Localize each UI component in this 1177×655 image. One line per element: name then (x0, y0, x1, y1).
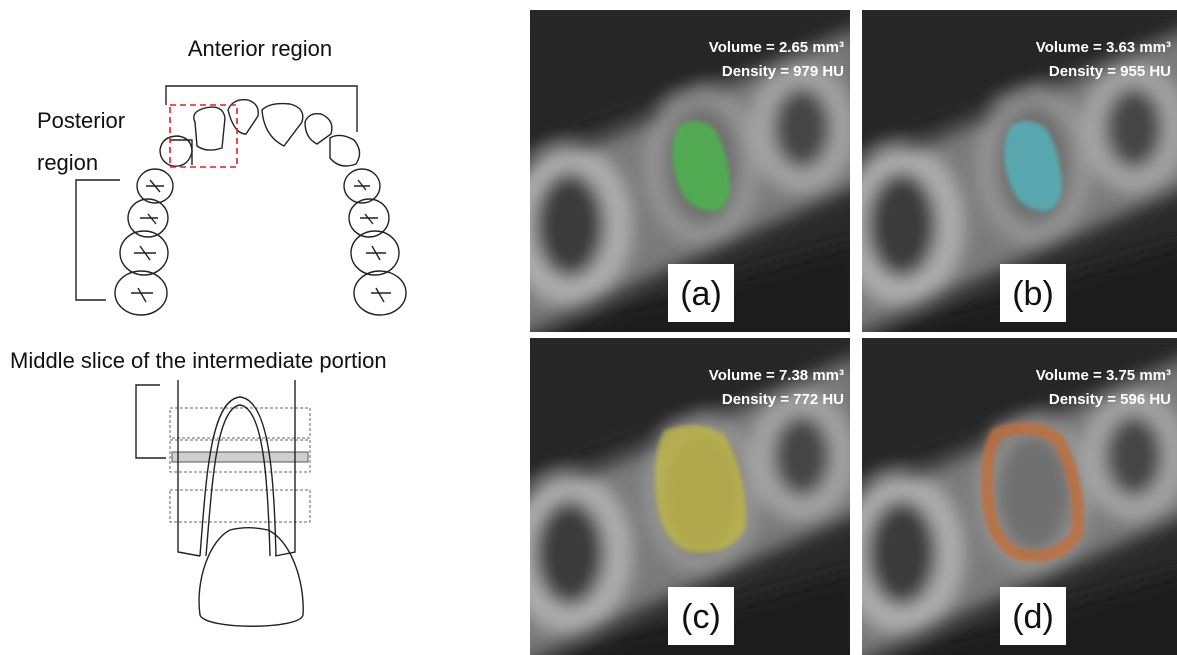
volume-text: Volume = 7.38 mm³ (709, 367, 844, 384)
anterior-label: Anterior region (188, 36, 332, 61)
ct-panel: Volume = 3.75 mm³ Density = 596 HU (d) (842, 338, 1177, 655)
slice-label: Middle slice of the intermediate portion (10, 348, 387, 373)
density-text: Density = 596 HU (1049, 391, 1171, 408)
posterior-label: Posterior (37, 108, 125, 133)
volume-text: Volume = 3.63 mm³ (1036, 39, 1171, 56)
density-text: Density = 979 HU (722, 63, 844, 80)
ct-panel: Volume = 3.63 mm³ Density = 955 HU (b) (842, 10, 1177, 352)
arch-diagram: Anterior region Posterior region (37, 36, 406, 315)
volume-text: Volume = 3.75 mm³ (1036, 367, 1171, 384)
posterior-label: region (37, 150, 98, 175)
panel-label: (b) (1012, 275, 1054, 313)
ct-panel: Volume = 7.38 mm³ Density = 772 HU (c) (510, 338, 870, 655)
slice-diagram: Middle slice of the intermediate portion (10, 348, 387, 626)
ct-panel: Volume = 2.65 mm³ Density = 979 HU (a) (510, 10, 870, 352)
volume-text: Volume = 2.65 mm³ (709, 39, 844, 56)
panel-label: (c) (681, 598, 721, 636)
density-text: Density = 955 HU (1049, 63, 1171, 80)
panel-label: (d) (1012, 598, 1054, 636)
figure: Anterior region Posterior region Middl (0, 0, 1177, 655)
panel-label: (a) (680, 275, 722, 313)
density-text: Density = 772 HU (722, 391, 844, 408)
